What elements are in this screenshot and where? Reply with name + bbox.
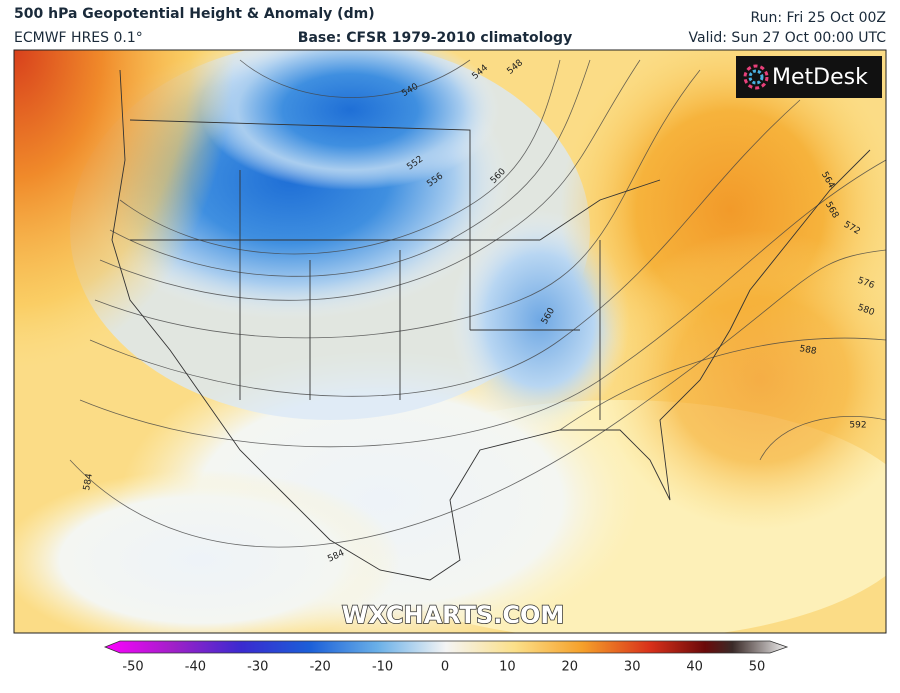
model: ECMWF HRES 0.1° <box>14 30 143 46</box>
map <box>14 50 886 633</box>
valid: Valid: Sun 27 Oct 00:00 UTC <box>689 30 887 46</box>
colorbar-tick-label: -30 <box>247 660 268 675</box>
watermark: WXCHARTS.COM <box>342 601 564 629</box>
title: 500 hPa Geopotential Height & Anomaly (d… <box>14 6 375 22</box>
colorbar-tick-label: 40 <box>686 660 703 675</box>
logo: MetDesk <box>772 65 868 90</box>
contour-label: 588 <box>799 344 818 357</box>
colorbar-tick-label: -50 <box>122 660 143 675</box>
contour-label: 584 <box>82 472 95 491</box>
colorbar <box>103 640 789 654</box>
colorbar-ticks: -50 -40 -30 -20 -10 0 10 20 30 40 50 <box>122 660 765 675</box>
colorbar-tick-label: 10 <box>499 660 516 675</box>
colorbar-tick-label: -20 <box>310 660 331 675</box>
contour-label: 592 <box>849 421 866 431</box>
colorbar-tick-label: 30 <box>624 660 641 675</box>
logo-icon <box>743 64 769 90</box>
colorbar-tick-label: 50 <box>749 660 766 675</box>
run: Run: Fri 25 Oct 00Z <box>751 10 886 26</box>
colorbar-tick-label: -40 <box>185 660 206 675</box>
logo-box <box>736 56 882 98</box>
colorbar-tick-label: -10 <box>372 660 393 675</box>
colorbar-tick-label: 20 <box>562 660 579 675</box>
colorbar-tick-label: 0 <box>441 660 449 675</box>
base: Base: CFSR 1979-2010 climatology <box>298 30 572 46</box>
map-frame <box>13 49 887 634</box>
